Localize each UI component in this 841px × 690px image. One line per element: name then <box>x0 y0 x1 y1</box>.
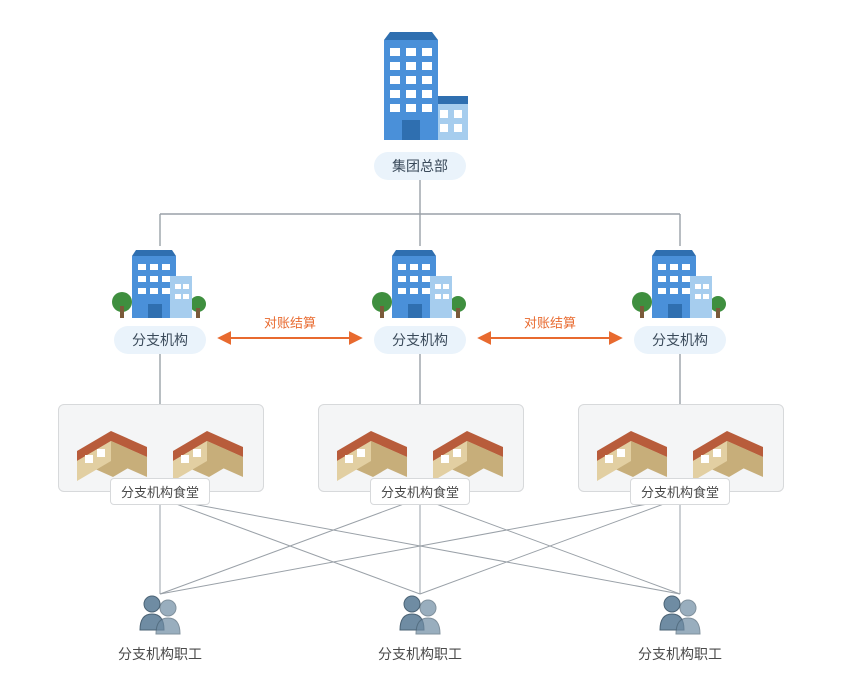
staff3-node: 分支机构职工 <box>648 590 712 664</box>
shop-pair-icon <box>579 411 783 481</box>
branch-building-icon <box>628 246 732 326</box>
canteen3-label: 分支机构食堂 <box>630 478 730 505</box>
branch1-node <box>108 246 212 326</box>
shop-pair-icon <box>59 411 263 481</box>
arrow2-label: 对账结算 <box>524 313 576 332</box>
diagram-root: 集团总部 分支机构 <box>0 0 841 690</box>
hq-label-wrap: 集团总部 <box>360 152 480 180</box>
hq-label: 集团总部 <box>374 152 466 180</box>
branch-building-icon <box>368 246 472 326</box>
hq-node <box>360 30 480 150</box>
branch1-label: 分支机构 <box>114 326 206 354</box>
staff2-node: 分支机构职工 <box>388 590 452 664</box>
arrow1-label: 对账结算 <box>264 313 316 332</box>
shop-pair-icon <box>319 411 523 481</box>
branch-building-icon <box>108 246 212 326</box>
staff1-node: 分支机构职工 <box>128 590 192 664</box>
branch3-label-wrap: 分支机构 <box>628 326 732 354</box>
staff3-label: 分支机构职工 <box>638 644 722 664</box>
canteen2-label: 分支机构食堂 <box>370 478 470 505</box>
staff2-label: 分支机构职工 <box>378 644 462 664</box>
branch2-label-wrap: 分支机构 <box>368 326 472 354</box>
branch1-label-wrap: 分支机构 <box>108 326 212 354</box>
branch3-label: 分支机构 <box>634 326 726 354</box>
people-icon <box>648 590 712 638</box>
people-icon <box>388 590 452 638</box>
branch2-node <box>368 246 472 326</box>
canteen1-label: 分支机构食堂 <box>110 478 210 505</box>
hq-building-icon <box>360 30 480 150</box>
staff1-label: 分支机构职工 <box>118 644 202 664</box>
branch2-label: 分支机构 <box>374 326 466 354</box>
people-icon <box>128 590 192 638</box>
branch3-node <box>628 246 732 326</box>
